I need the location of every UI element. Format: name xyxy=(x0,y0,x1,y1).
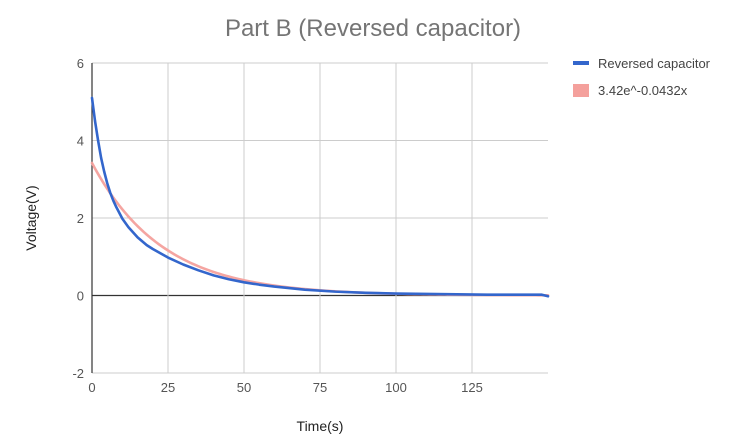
y-tick-label: 2 xyxy=(77,211,84,226)
legend-label: 3.42e^-0.0432x xyxy=(598,83,688,98)
x-tick-label: 75 xyxy=(313,380,327,395)
x-tick-label: 25 xyxy=(161,380,175,395)
y-tick-label: -2 xyxy=(72,366,84,381)
y-tick-label: 6 xyxy=(77,56,84,71)
series-layer xyxy=(90,96,550,298)
x-tick-label: 50 xyxy=(237,380,251,395)
legend-swatch-series xyxy=(573,61,589,65)
y-tick-label: 4 xyxy=(77,134,84,149)
legend: Reversed capacitor 3.42e^-0.0432x xyxy=(573,56,711,98)
y-axis-label: Voltage(V) xyxy=(23,185,39,250)
tick-labels: -2 0 2 4 6 0 25 50 75 100 125 xyxy=(72,56,482,395)
y-tick-label: 0 xyxy=(77,289,84,304)
x-tick-label: 125 xyxy=(461,380,483,395)
x-axis-label: Time(s) xyxy=(297,418,344,434)
legend-swatch-trendline xyxy=(573,84,589,97)
chart-title: Part B (Reversed capacitor) xyxy=(225,15,521,42)
reversed-capacitor-series-line xyxy=(90,96,550,298)
legend-label: Reversed capacitor xyxy=(598,56,711,71)
x-tick-label: 100 xyxy=(385,380,407,395)
gridlines xyxy=(91,62,548,374)
x-tick-label: 0 xyxy=(88,380,95,395)
